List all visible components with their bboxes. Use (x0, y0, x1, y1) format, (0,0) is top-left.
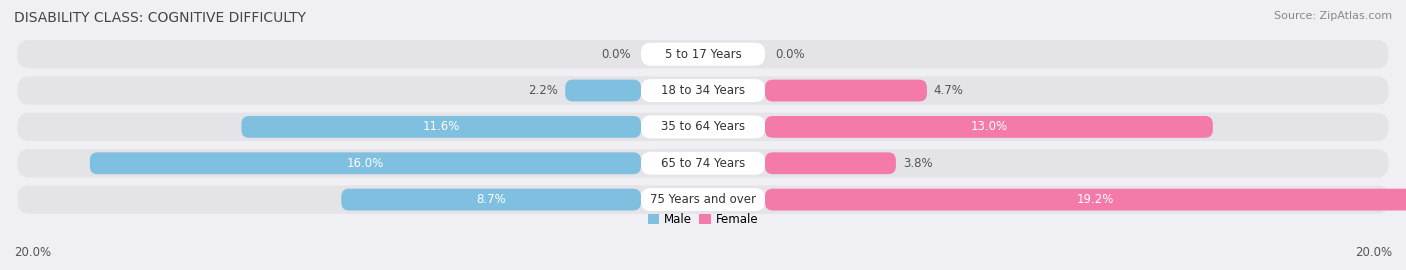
FancyBboxPatch shape (641, 188, 765, 211)
Text: 3.8%: 3.8% (903, 157, 932, 170)
FancyBboxPatch shape (565, 80, 641, 102)
Text: 13.0%: 13.0% (970, 120, 1008, 133)
Text: 0.0%: 0.0% (600, 48, 631, 61)
Text: 0.0%: 0.0% (775, 48, 806, 61)
FancyBboxPatch shape (765, 152, 896, 174)
FancyBboxPatch shape (765, 116, 1213, 138)
FancyBboxPatch shape (17, 76, 1389, 105)
Text: 20.0%: 20.0% (1355, 246, 1392, 259)
FancyBboxPatch shape (641, 152, 765, 175)
Text: 35 to 64 Years: 35 to 64 Years (661, 120, 745, 133)
Legend: Male, Female: Male, Female (643, 208, 763, 231)
FancyBboxPatch shape (765, 80, 927, 102)
FancyBboxPatch shape (765, 189, 1406, 211)
FancyBboxPatch shape (342, 189, 641, 211)
Text: 75 Years and over: 75 Years and over (650, 193, 756, 206)
FancyBboxPatch shape (641, 43, 765, 66)
Text: 20.0%: 20.0% (14, 246, 51, 259)
FancyBboxPatch shape (641, 79, 765, 102)
Text: 8.7%: 8.7% (477, 193, 506, 206)
Text: 11.6%: 11.6% (423, 120, 460, 133)
FancyBboxPatch shape (90, 152, 641, 174)
Text: 4.7%: 4.7% (934, 84, 963, 97)
FancyBboxPatch shape (17, 185, 1389, 214)
FancyBboxPatch shape (17, 113, 1389, 141)
Text: Source: ZipAtlas.com: Source: ZipAtlas.com (1274, 11, 1392, 21)
Text: 19.2%: 19.2% (1077, 193, 1115, 206)
Text: DISABILITY CLASS: COGNITIVE DIFFICULTY: DISABILITY CLASS: COGNITIVE DIFFICULTY (14, 11, 307, 25)
Text: 5 to 17 Years: 5 to 17 Years (665, 48, 741, 61)
FancyBboxPatch shape (641, 116, 765, 138)
FancyBboxPatch shape (17, 40, 1389, 68)
Text: 18 to 34 Years: 18 to 34 Years (661, 84, 745, 97)
Text: 65 to 74 Years: 65 to 74 Years (661, 157, 745, 170)
Text: 2.2%: 2.2% (529, 84, 558, 97)
FancyBboxPatch shape (17, 149, 1389, 177)
FancyBboxPatch shape (242, 116, 641, 138)
Text: 16.0%: 16.0% (347, 157, 384, 170)
